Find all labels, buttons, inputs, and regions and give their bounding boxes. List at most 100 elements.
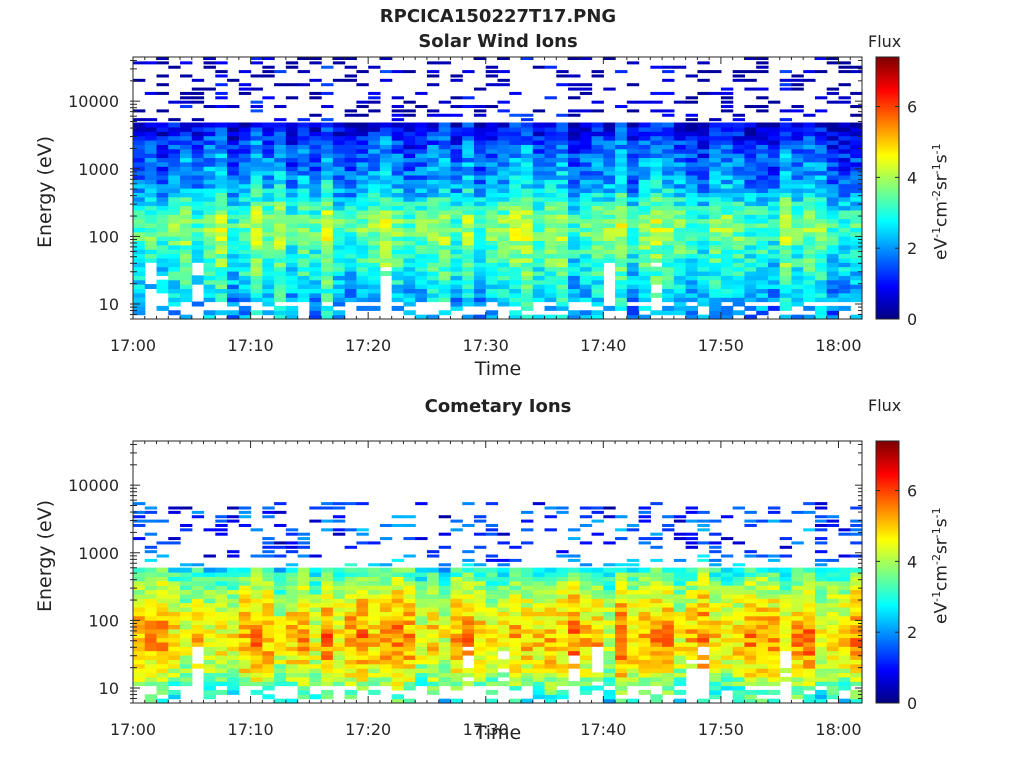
heatmap-cell	[403, 537, 416, 541]
heatmap-cell	[344, 266, 358, 272]
heatmap-cell	[203, 593, 216, 599]
heatmap-cell	[779, 240, 793, 246]
heatmap-cell	[309, 126, 322, 132]
heatmap-cell	[450, 166, 463, 172]
heatmap-cell	[250, 284, 263, 290]
heatmap-cell	[732, 227, 746, 233]
heatmap-cell	[650, 537, 663, 541]
heatmap-cell	[356, 249, 369, 255]
heatmap-cell	[215, 174, 228, 180]
colorbar-segment	[876, 65, 899, 69]
heatmap-cell	[191, 100, 205, 104]
heatmap-cell	[285, 240, 299, 246]
heatmap-cell	[720, 109, 734, 113]
heatmap-cell	[215, 83, 228, 87]
heatmap-cell	[756, 310, 769, 316]
heatmap-cell	[180, 183, 193, 189]
heatmap-cell	[650, 545, 663, 549]
heatmap-cell	[379, 262, 393, 268]
heatmap-cell	[615, 122, 628, 128]
heatmap-cell	[532, 580, 546, 586]
heatmap-cell	[450, 301, 463, 307]
heatmap-cell	[814, 201, 828, 207]
heatmap-cell	[814, 179, 828, 185]
heatmap-cell	[485, 284, 499, 290]
heatmap-cell	[156, 270, 169, 276]
heatmap-cell	[403, 668, 416, 674]
heatmap-cell	[203, 606, 216, 612]
heatmap-cell	[638, 585, 651, 591]
heatmap-cell	[756, 166, 769, 172]
heatmap-cell	[321, 589, 334, 595]
heatmap-cell	[556, 646, 569, 652]
heatmap-cell	[227, 580, 240, 586]
heatmap-cell	[426, 179, 440, 185]
heatmap-cell	[814, 275, 828, 281]
heatmap-cell	[356, 122, 369, 128]
heatmap-cell	[803, 148, 816, 154]
heatmap-cell	[615, 284, 628, 290]
heatmap-cell	[638, 519, 651, 523]
heatmap-cell	[744, 567, 757, 573]
heatmap-cell	[450, 637, 463, 643]
heatmap-cell	[156, 676, 169, 682]
heatmap-cell	[814, 227, 828, 233]
heatmap-cell	[532, 284, 546, 290]
heatmap-cell	[168, 602, 181, 608]
heatmap-cell	[662, 637, 675, 643]
heatmap-cell	[168, 240, 181, 246]
heatmap-cell	[285, 620, 299, 625]
heatmap-cell	[262, 183, 275, 189]
heatmap-cell	[814, 266, 828, 272]
heatmap-cell	[356, 624, 369, 630]
heatmap-cell	[521, 654, 534, 660]
heatmap-cell	[732, 580, 746, 586]
heatmap-cell	[756, 222, 769, 228]
heatmap-cell	[450, 161, 463, 167]
heatmap-cell	[168, 633, 181, 639]
heatmap-cell	[438, 188, 452, 193]
heatmap-cell	[368, 253, 381, 259]
heatmap-cell	[615, 672, 628, 678]
heatmap-cell	[673, 227, 687, 233]
heatmap-cell	[473, 87, 487, 91]
heatmap-cell	[650, 275, 663, 281]
heatmap-cell	[462, 593, 475, 599]
heatmap-cell	[826, 100, 840, 104]
heatmap-cell	[814, 249, 828, 255]
heatmap-cell	[744, 218, 757, 224]
heatmap-cell	[344, 196, 358, 202]
heatmap-cell	[673, 257, 687, 263]
heatmap-cell	[521, 637, 534, 643]
heatmap-cell	[344, 135, 358, 141]
heatmap-cell	[285, 668, 299, 674]
heatmap-cell	[321, 580, 334, 586]
heatmap-cell	[274, 249, 287, 255]
heatmap-cell	[344, 572, 358, 577]
heatmap-cell	[285, 528, 299, 532]
heatmap-cell	[509, 231, 522, 237]
heatmap-cell	[274, 297, 287, 303]
heatmap-cell	[215, 689, 228, 695]
heatmap-cell	[556, 611, 569, 617]
heatmap-cell	[215, 275, 228, 281]
heatmap-cell	[332, 515, 346, 519]
heatmap-cell	[203, 249, 216, 255]
heatmap-cell	[473, 205, 487, 211]
heatmap-cell	[309, 179, 322, 185]
heatmap-cell	[297, 567, 310, 573]
heatmap-cell	[556, 284, 569, 290]
heatmap-cell	[227, 244, 240, 250]
heatmap-cell	[485, 83, 499, 87]
heatmap-cell	[133, 78, 146, 82]
colorbar-segment	[876, 135, 899, 139]
colorbar-segment	[876, 246, 899, 250]
heatmap-cell	[262, 74, 275, 78]
heatmap-cell	[568, 297, 581, 303]
heatmap-cell	[744, 576, 757, 582]
heatmap-cell	[368, 602, 381, 608]
heatmap-cell	[426, 611, 440, 617]
heatmap-cell	[356, 572, 369, 577]
heatmap-cell	[662, 218, 675, 224]
heatmap-cell	[732, 646, 746, 652]
